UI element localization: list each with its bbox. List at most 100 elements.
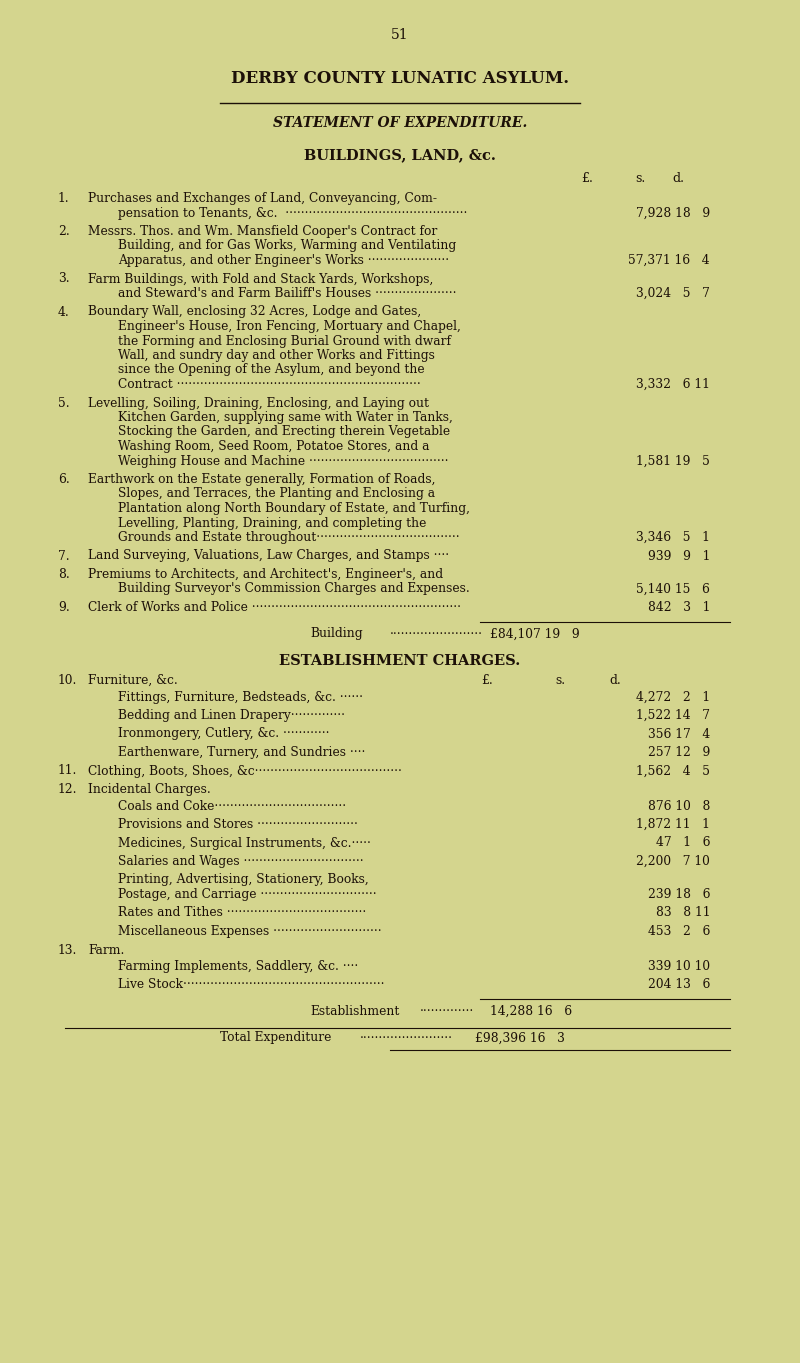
Text: Messrs. Thos. and Wm. Mansfield Cooper's Contract for: Messrs. Thos. and Wm. Mansfield Cooper's… (88, 225, 438, 239)
Text: 1,872 11   1: 1,872 11 1 (636, 818, 710, 831)
Text: 1,562   4   5: 1,562 4 5 (636, 765, 710, 777)
Text: Coals and Coke··································: Coals and Coke··························… (118, 800, 346, 812)
Text: 4.: 4. (58, 305, 70, 319)
Text: 7.: 7. (58, 549, 70, 563)
Text: 842   3   1: 842 3 1 (648, 601, 710, 613)
Text: 2.: 2. (58, 225, 70, 239)
Text: BUILDINGS, LAND, &c.: BUILDINGS, LAND, &c. (304, 149, 496, 162)
Text: s.: s. (555, 673, 565, 687)
Text: ························: ························ (390, 627, 483, 641)
Text: and Steward's and Farm Bailiff's Houses ·····················: and Steward's and Farm Bailiff's Houses … (118, 288, 457, 300)
Text: Engineer's House, Iron Fencing, Mortuary and Chapel,: Engineer's House, Iron Fencing, Mortuary… (118, 320, 461, 333)
Text: 11.: 11. (58, 765, 78, 777)
Text: Building: Building (310, 627, 362, 641)
Text: Bedding and Linen Drapery··············: Bedding and Linen Drapery·············· (118, 709, 345, 722)
Text: 5,140 15   6: 5,140 15 6 (636, 582, 710, 596)
Text: 239 18   6: 239 18 6 (647, 889, 710, 901)
Text: 356 17   4: 356 17 4 (648, 728, 710, 740)
Text: £84,107 19   9: £84,107 19 9 (490, 627, 580, 641)
Text: Ironmongery, Cutlery, &c. ············: Ironmongery, Cutlery, &c. ············ (118, 728, 330, 740)
Text: Medicines, Surgical Instruments, &c.·····: Medicines, Surgical Instruments, &c.····… (118, 837, 371, 849)
Text: Kitchen Garden, supplying same with Water in Tanks,: Kitchen Garden, supplying same with Wate… (118, 412, 453, 424)
Text: ··············: ·············· (420, 1005, 474, 1018)
Text: Incidental Charges.: Incidental Charges. (88, 782, 210, 796)
Text: 4,272   2   1: 4,272 2 1 (636, 691, 710, 703)
Text: Earthenware, Turnery, and Sundries ····: Earthenware, Turnery, and Sundries ···· (118, 746, 366, 759)
Text: Clerk of Works and Police ······················································: Clerk of Works and Police ··············… (88, 601, 461, 613)
Text: 3,024   5   7: 3,024 5 7 (636, 288, 710, 300)
Text: 8.: 8. (58, 568, 70, 581)
Text: Grounds and Estate throughout·····································: Grounds and Estate throughout···········… (118, 532, 460, 544)
Text: Establishment: Establishment (310, 1005, 399, 1018)
Text: Premiums to Architects, and Architect's, Engineer's, and: Premiums to Architects, and Architect's,… (88, 568, 443, 581)
Text: Salaries and Wages ·······························: Salaries and Wages ·····················… (118, 855, 364, 868)
Text: 51: 51 (391, 29, 409, 42)
Text: Farm Buildings, with Fold and Stack Yards, Workshops,: Farm Buildings, with Fold and Stack Yard… (88, 273, 434, 285)
Text: Stocking the Garden, and Erecting therein Vegetable: Stocking the Garden, and Erecting therei… (118, 425, 450, 439)
Text: 3.: 3. (58, 273, 70, 285)
Text: DERBY COUNTY LUNATIC ASYLUM.: DERBY COUNTY LUNATIC ASYLUM. (231, 70, 569, 87)
Text: ESTABLISHMENT CHARGES.: ESTABLISHMENT CHARGES. (279, 654, 521, 668)
Text: 47   1   6: 47 1 6 (655, 837, 710, 849)
Text: 453   2   6: 453 2 6 (648, 925, 710, 938)
Text: Farming Implements, Saddlery, &c. ····: Farming Implements, Saddlery, &c. ···· (118, 960, 358, 973)
Text: 7,928 18   9: 7,928 18 9 (636, 207, 710, 219)
Text: 12.: 12. (58, 782, 78, 796)
Text: Provisions and Stores ··························: Provisions and Stores ··················… (118, 818, 358, 831)
Text: 10.: 10. (58, 673, 78, 687)
Text: 3,332   6 11: 3,332 6 11 (636, 378, 710, 391)
Text: Slopes, and Terraces, the Planting and Enclosing a: Slopes, and Terraces, the Planting and E… (118, 488, 435, 500)
Text: Earthwork on the Estate generally, Formation of Roads,: Earthwork on the Estate generally, Forma… (88, 473, 435, 487)
Text: Printing, Advertising, Stationery, Books,: Printing, Advertising, Stationery, Books… (118, 874, 369, 886)
Text: Postage, and Carriage ······························: Postage, and Carriage ··················… (118, 889, 377, 901)
Text: since the Opening of the Asylum, and beyond the: since the Opening of the Asylum, and bey… (118, 364, 425, 376)
Text: Building Surveyor's Commission Charges and Expenses.: Building Surveyor's Commission Charges a… (118, 582, 470, 596)
Text: 939   9   1: 939 9 1 (648, 549, 710, 563)
Text: Plantation along North Boundary of Estate, and Turfing,: Plantation along North Boundary of Estat… (118, 502, 470, 515)
Text: Rates and Tithes ····································: Rates and Tithes ·······················… (118, 906, 366, 920)
Text: 13.: 13. (58, 943, 78, 957)
Text: 204 13   6: 204 13 6 (648, 979, 710, 991)
Text: Fittings, Furniture, Bedsteads, &c. ······: Fittings, Furniture, Bedsteads, &c. ····… (118, 691, 363, 703)
Text: pensation to Tenants, &c.  ···············································: pensation to Tenants, &c. ··············… (118, 207, 467, 219)
Text: Miscellaneous Expenses ····························: Miscellaneous Expenses ·················… (118, 925, 382, 938)
Text: Land Surveying, Valuations, Law Charges, and Stamps ····: Land Surveying, Valuations, Law Charges,… (88, 549, 449, 563)
Text: Clothing, Boots, Shoes, &c······································: Clothing, Boots, Shoes, &c··············… (88, 765, 402, 777)
Text: 3,346   5   1: 3,346 5 1 (636, 532, 710, 544)
Text: d.: d. (672, 172, 684, 185)
Text: 876 10   8: 876 10 8 (648, 800, 710, 812)
Text: Levelling, Planting, Draining, and completing the: Levelling, Planting, Draining, and compl… (118, 517, 426, 529)
Text: 14,288 16   6: 14,288 16 6 (490, 1005, 572, 1018)
Text: Farm.: Farm. (88, 943, 124, 957)
Text: Boundary Wall, enclosing 32 Acres, Lodge and Gates,: Boundary Wall, enclosing 32 Acres, Lodge… (88, 305, 422, 319)
Text: Building, and for Gas Works, Warming and Ventilating: Building, and for Gas Works, Warming and… (118, 240, 456, 252)
Text: Contract ·······························································: Contract ·······························… (118, 378, 421, 391)
Text: Weighing House and Machine ····································: Weighing House and Machine ·············… (118, 454, 449, 468)
Text: d.: d. (609, 673, 621, 687)
Text: £.: £. (581, 172, 593, 185)
Text: 2,200   7 10: 2,200 7 10 (636, 855, 710, 868)
Text: Total Expenditure: Total Expenditure (220, 1032, 331, 1044)
Text: Levelling, Soiling, Draining, Enclosing, and Laying out: Levelling, Soiling, Draining, Enclosing,… (88, 397, 429, 409)
Text: ························: ························ (360, 1032, 453, 1044)
Text: 5.: 5. (58, 397, 70, 409)
Text: 9.: 9. (58, 601, 70, 613)
Text: s.: s. (635, 172, 645, 185)
Text: 57,371 16   4: 57,371 16 4 (628, 254, 710, 267)
Text: the Forming and Enclosing Burial Ground with dwarf: the Forming and Enclosing Burial Ground … (118, 334, 451, 348)
Text: 1,581 19   5: 1,581 19 5 (636, 454, 710, 468)
Text: Live Stock····················································: Live Stock······························… (118, 979, 385, 991)
Text: Purchases and Exchanges of Land, Conveyancing, Com-: Purchases and Exchanges of Land, Conveya… (88, 192, 437, 204)
Text: 257 12   9: 257 12 9 (648, 746, 710, 759)
Text: £98,396 16   3: £98,396 16 3 (475, 1032, 565, 1044)
Text: 6.: 6. (58, 473, 70, 487)
Text: Wall, and sundry day and other Works and Fittings: Wall, and sundry day and other Works and… (118, 349, 435, 363)
Text: £.: £. (481, 673, 493, 687)
Text: 339 10 10: 339 10 10 (648, 960, 710, 973)
Text: STATEMENT OF EXPENDITURE.: STATEMENT OF EXPENDITURE. (273, 116, 527, 129)
Text: 83   8 11: 83 8 11 (655, 906, 710, 920)
Text: Furniture, &c.: Furniture, &c. (88, 673, 178, 687)
Text: 1.: 1. (58, 192, 70, 204)
Text: Washing Room, Seed Room, Potatoe Stores, and a: Washing Room, Seed Room, Potatoe Stores,… (118, 440, 430, 453)
Text: 1,522 14   7: 1,522 14 7 (636, 709, 710, 722)
